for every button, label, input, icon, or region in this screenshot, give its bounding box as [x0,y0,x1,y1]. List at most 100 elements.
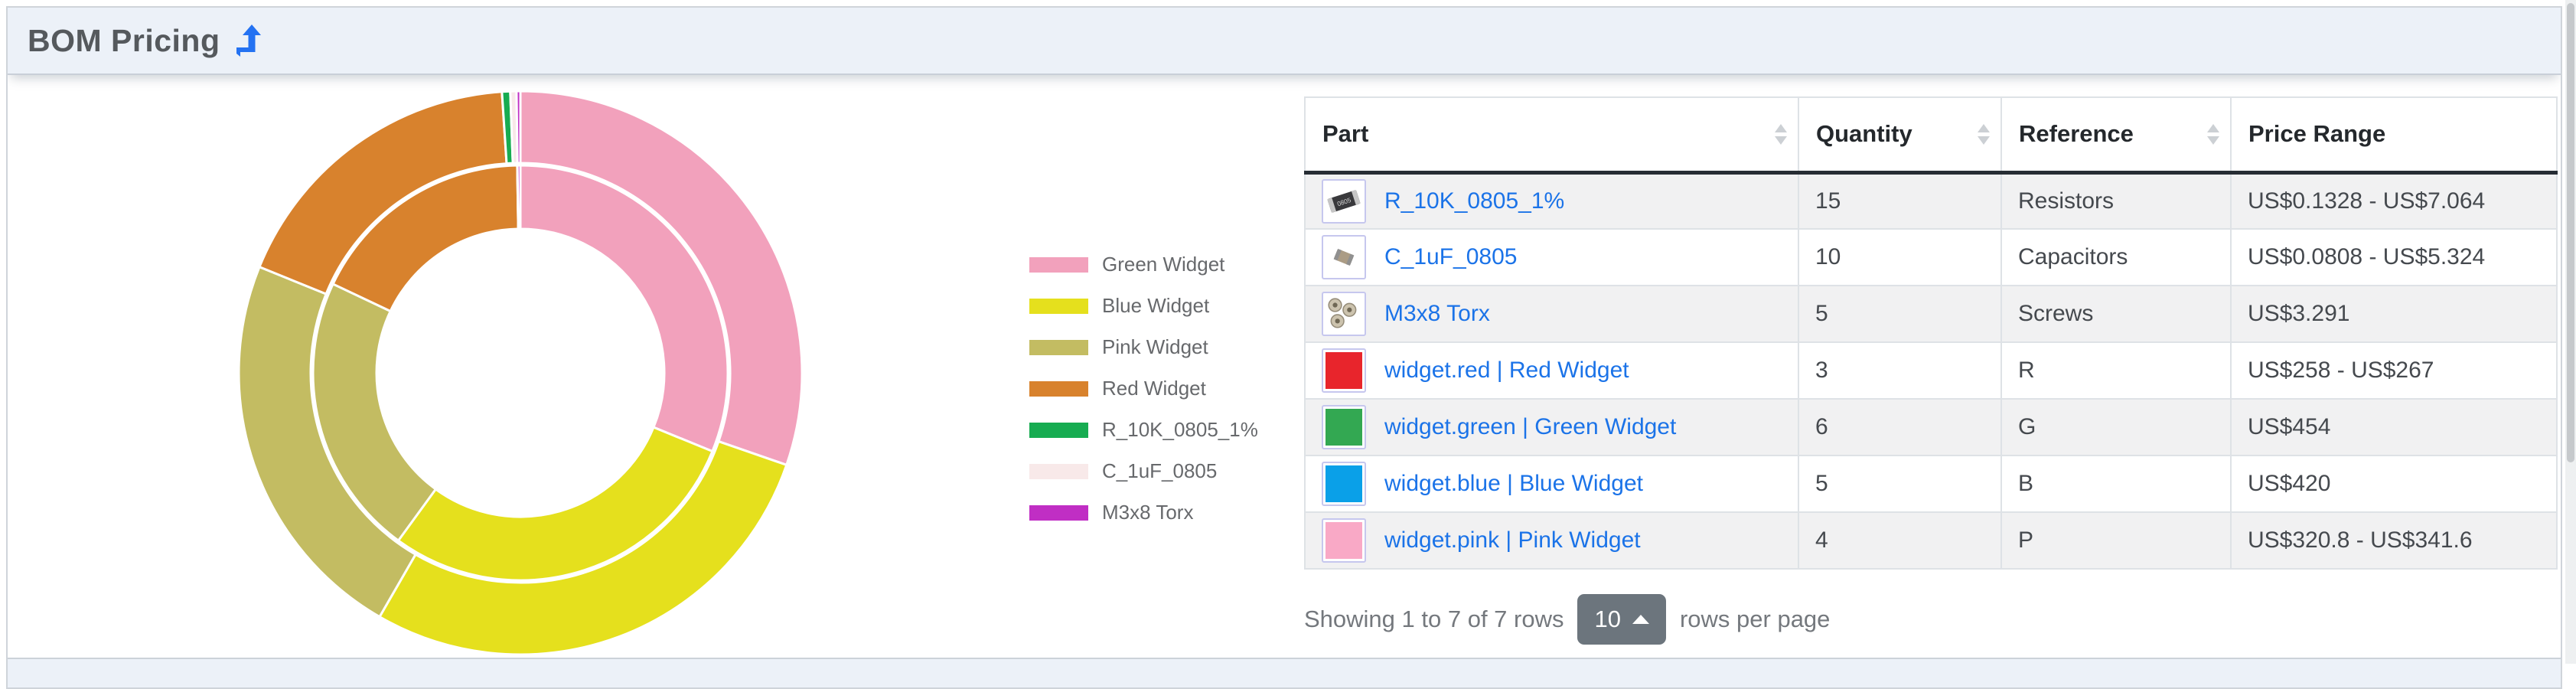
page-size-dropdown[interactable]: 10 [1577,594,1666,645]
table-row: widget.pink | Pink Widget 4 P US$320.8 - US… [1304,511,2558,570]
table-footer: Showing 1 to 7 of 7 rows 10 rows per pag… [1304,593,1830,646]
reference-cell: Capacitors [2000,228,2232,286]
color-swatch-icon [1325,409,1362,446]
part-thumbnail [1322,235,1366,279]
price-range-cell: US$258 - US$267 [2230,341,2558,400]
donut-segment-inner-Pink Widget[interactable] [311,282,438,543]
legend-label: R_10K_0805_1% [1102,418,1258,441]
quantity-cell: 5 [1798,285,2002,343]
legend-label: Blue Widget [1102,294,1210,317]
part-cell: 0805 R_10K_0805_1% [1304,171,1799,230]
legend-swatch-icon [1029,380,1088,397]
chart-legend: Green Widget Blue Widget Pink Widget Red Wi… [1029,253,1258,542]
quantity-cell: 3 [1798,341,2002,400]
color-swatch-icon [1325,465,1362,502]
legend-swatch-icon [1029,505,1088,521]
panel-body: Green Widget Blue Widget Pink Widget Red Wi… [8,77,2561,658]
table-header-row: Part Quantity Reference Price Range [1304,96,2558,175]
legend-item: R_10K_0805_1% [1029,418,1258,442]
donut-segment-inner-Green Widget[interactable] [519,164,729,453]
col-quantity-label: Quantity [1816,120,1912,148]
price-range-cell: US$0.1328 - US$7.064 [2230,171,2558,230]
table-row: widget.green | Green Widget 6 G US$454 [1304,398,2558,456]
reference-cell: Screws [2000,285,2232,343]
legend-item: Green Widget [1029,253,1258,276]
panel-header[interactable]: BOM Pricing [8,8,2561,75]
quantity-cell: 6 [1798,398,2002,456]
col-reference-label: Reference [2019,120,2134,148]
rows-per-page-label: rows per page [1679,606,1831,632]
reference-cell: R [2000,341,2232,400]
legend-swatch-icon [1029,422,1088,438]
legend-swatch-icon [1029,298,1088,314]
legend-item: M3x8 Torx [1029,501,1258,524]
legend-item: Red Widget [1029,377,1258,400]
col-quantity-header[interactable]: Quantity [1798,96,2002,175]
bom-table: Part Quantity Reference Price Range [1304,96,2558,570]
col-price-range-header: Price Range [2230,96,2558,175]
quantity-cell: 5 [1798,455,2002,513]
table-row: 0805 R_10K_0805_1% 15 Resistors US$0.1328 - … [1304,171,2558,230]
bom-donut-chart[interactable] [237,90,804,656]
color-swatch-icon [1325,352,1362,389]
reference-cell: P [2000,511,2232,570]
part-thumbnail [1322,292,1366,336]
donut-segment-outer-Green Widget[interactable] [519,90,804,467]
part-cell: M3x8 Torx [1304,285,1799,343]
part-thumbnail [1322,462,1366,506]
donut-segment-outer-Blue Widget[interactable] [377,439,788,656]
part-cell: C_1uF_0805 [1304,228,1799,286]
table-row: C_1uF_0805 10 Capacitors US$0.0808 - US$5.3… [1304,228,2558,286]
legend-label: C_1uF_0805 [1102,459,1218,482]
col-reference-header[interactable]: Reference [2000,96,2232,175]
quantity-cell: 10 [1798,228,2002,286]
color-swatch-icon [1325,522,1362,559]
legend-label: Red Widget [1102,377,1206,400]
scrollbar-thumb[interactable] [2567,3,2574,462]
resistor-photo: 0805 [1327,189,1361,213]
part-link[interactable]: R_10K_0805_1% [1384,188,1565,214]
quantity-cell: 4 [1798,511,2002,570]
price-range-cell: US$320.8 - US$341.6 [2230,511,2558,570]
part-cell: widget.red | Red Widget [1304,341,1799,400]
part-thumbnail [1322,348,1366,393]
legend-item: C_1uF_0805 [1029,459,1258,483]
legend-swatch-icon [1029,339,1088,355]
level-up-arrow-icon [236,24,261,57]
quantity-cell: 15 [1798,171,2002,230]
col-part-header[interactable]: Part [1304,96,1799,175]
donut-segment-inner-M3x8 Torx[interactable] [516,164,522,230]
table-row: M3x8 Torx 5 Screws US$3.291 [1304,285,2558,343]
legend-label: Pink Widget [1102,335,1208,358]
donut-segment-inner-Blue Widget[interactable] [396,426,714,582]
col-price-range-label: Price Range [2248,120,2386,148]
part-thumbnail [1322,518,1366,563]
part-link[interactable]: widget.green | Green Widget [1384,414,1677,439]
part-cell: widget.blue | Blue Widget [1304,455,1799,513]
screws-photo [1328,298,1357,328]
part-link[interactable]: widget.red | Red Widget [1384,358,1629,383]
next-section-header[interactable] [8,658,2561,687]
legend-item: Blue Widget [1029,294,1258,318]
part-link[interactable]: widget.blue | Blue Widget [1384,471,1643,496]
caret-up-icon [1632,615,1649,624]
vertical-scrollbar[interactable] [2565,0,2576,664]
legend-swatch-icon [1029,256,1088,273]
capacitor-photo [1333,248,1355,266]
panel-title: BOM Pricing [28,22,220,58]
reference-cell: B [2000,455,2232,513]
bom-pricing-panel: BOM Pricing Green Widget Blue Widget Pink … [6,6,2562,689]
sort-icon [1978,123,1990,145]
reference-cell: G [2000,398,2232,456]
part-link[interactable]: C_1uF_0805 [1384,244,1518,269]
price-range-cell: US$454 [2230,398,2558,456]
part-thumbnail [1322,405,1366,449]
part-cell: widget.pink | Pink Widget [1304,511,1799,570]
table-row: widget.red | Red Widget 3 R US$258 - US$267 [1304,341,2558,400]
sort-icon [1775,123,1787,145]
legend-item: Pink Widget [1029,335,1258,359]
part-link[interactable]: widget.pink | Pink Widget [1384,527,1641,553]
legend-label: Green Widget [1102,253,1225,276]
part-link[interactable]: M3x8 Torx [1384,301,1490,326]
donut-segment-outer-M3x8 Torx[interactable] [515,90,522,165]
